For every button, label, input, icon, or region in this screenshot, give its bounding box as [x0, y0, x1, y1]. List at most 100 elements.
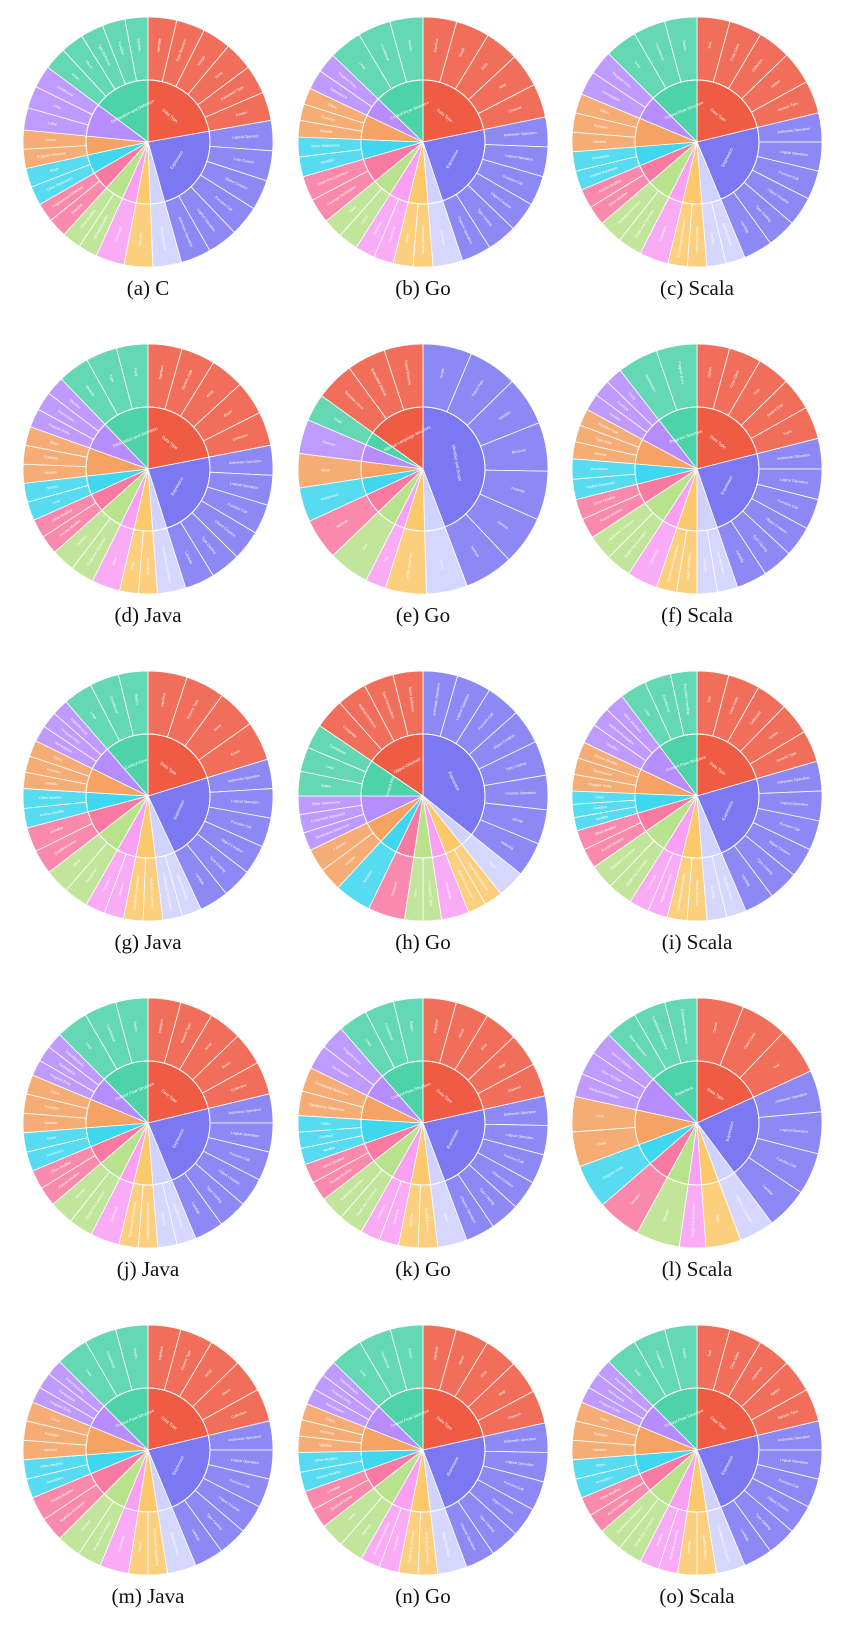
subfigure-caption: (b) Go — [395, 276, 450, 300]
subfigure-caption: (l) Scala — [662, 1257, 733, 1281]
ring-divider — [85, 733, 211, 859]
outer-segment-label: Case Class — [728, 696, 739, 715]
outer-segment-label: Variable — [136, 38, 141, 51]
outer-segment-label: Switch — [47, 485, 58, 491]
outer-segment-label: Lambda — [762, 1184, 774, 1196]
outer-segment-label: Method — [470, 545, 480, 557]
outer-segment-label: Arithmetic Operation — [228, 1435, 261, 1443]
outer-segment-label: Loop — [634, 60, 642, 69]
outer-segment-label: Struct — [458, 47, 465, 57]
ring-divider — [85, 406, 211, 532]
outer-segment-label: Logical Operation — [780, 1128, 808, 1134]
outer-segment-label: Arithmetic Operation — [777, 1435, 810, 1443]
outer-segment-label: Logical Operation — [231, 799, 259, 805]
outer-segment-label: Loop — [89, 711, 97, 720]
outer-segment-label: Comment — [646, 874, 657, 890]
outer-segment-label: Array — [213, 723, 222, 732]
outer-segment-label: Comment — [388, 226, 397, 242]
outer-segment-label: Qualified Name — [172, 1203, 183, 1228]
outer-segment-label: Array — [206, 389, 215, 398]
outer-segment-label: Class — [49, 440, 59, 446]
outer-segment-label: Variable — [595, 815, 608, 822]
outer-segment-label: Other Modifier — [314, 1456, 338, 1462]
outer-segment-label: Arithmetic Operation — [777, 127, 810, 135]
outer-segment-label: Variable — [593, 1448, 606, 1452]
outer-segment-label: Slice — [481, 62, 489, 71]
outer-segment-label: Function Call — [778, 170, 799, 181]
outer-segment-label: Option — [712, 1022, 718, 1033]
ring-divider — [85, 79, 211, 205]
outer-segment-label: Function — [594, 1432, 608, 1438]
outer-segment-label: Multi-line Comment — [424, 1532, 429, 1563]
outer-segment-label: Array — [214, 71, 223, 80]
outer-segment-label: Text — [361, 543, 368, 551]
outer-segment-label: Conditional Compilation — [161, 546, 172, 584]
outer-segment-label: Trait — [707, 42, 712, 50]
outer-segment-label: Loop — [52, 499, 61, 505]
outer-segment-label: Declaration Statement — [309, 1103, 345, 1113]
outer-segment-label: Conditional — [654, 1351, 665, 1369]
outer-segment-label: Other — [138, 1542, 143, 1552]
outer-segment-label: Class — [325, 1417, 335, 1424]
outer-segment-label: Conditional — [661, 694, 671, 713]
outer-segment-label: Other — [72, 858, 82, 868]
outer-segment-label: Type Alias — [595, 437, 612, 446]
outer-segment-label: Loop — [364, 1038, 372, 1047]
sunburst-chart: Identifier Data Structure IntegerArrayPara… — [22, 16, 274, 300]
outer-segment-label: Other — [443, 1213, 449, 1223]
outer-segment-label: Enum — [221, 1388, 231, 1397]
outer-segment-label: Lambda — [184, 551, 193, 564]
outer-segment-label: Expression Statement — [680, 1009, 689, 1044]
subfigure-caption: (a) C — [127, 276, 170, 300]
outer-segment-label: Loop — [643, 708, 651, 717]
outer-segment-label: Qualified Name — [169, 1531, 180, 1556]
outer-segment-label: Loop — [85, 1041, 93, 1050]
outer-segment-label: Generic Type — [777, 101, 798, 112]
outer-segment-label: Inline Assembly — [159, 226, 167, 251]
outer-segment-label: Function Call — [778, 1478, 799, 1489]
outer-segment-label: Identifier — [327, 1485, 342, 1495]
outer-segment-label: Annotation — [146, 558, 150, 575]
outer-segment-label: Function — [593, 805, 607, 811]
ring-divider — [360, 406, 486, 532]
outer-segment-label: Lambda — [740, 1528, 750, 1541]
outer-segment-label: Case Class — [730, 1351, 741, 1370]
outer-segment-label: Function — [47, 767, 61, 774]
outer-segment-label: Variable — [344, 855, 356, 867]
outer-segment-label: Logical Operation — [780, 1458, 808, 1465]
sunburst-chart: Interface Generic Type Array Enum Collection… — [22, 1324, 274, 1608]
outer-segment-label: HTML Comment — [406, 552, 414, 579]
outer-segment-label: Function Call — [229, 1151, 250, 1162]
outer-segment-label: Trait — [707, 696, 712, 704]
outer-segment-label: Loop — [634, 1368, 642, 1377]
outer-segment-label: Function — [321, 115, 335, 122]
outer-segment-label: Function Call — [229, 1478, 250, 1489]
outer-segment-label: Multi-line Comment — [149, 878, 154, 909]
outer-segment-label: Scope — [439, 368, 445, 379]
outer-segment-label: Include — [45, 138, 57, 142]
outer-segment-label: Operator — [361, 1522, 373, 1537]
outer-segment-label: Trait — [753, 388, 760, 396]
outer-segment-label: Loop — [359, 1369, 367, 1378]
outer-segment-label: Function — [44, 455, 58, 461]
outer-segment-label: Loop — [85, 1368, 93, 1377]
outer-segment-label: Function — [45, 1432, 59, 1438]
outer-segment-label: Function — [333, 841, 347, 852]
outer-segment-label: Arithmetic Operation — [777, 776, 810, 785]
outer-segment-label: Access Modifier — [316, 1469, 342, 1480]
outer-segment-label: Integer — [197, 54, 207, 66]
ring-divider — [360, 1387, 486, 1513]
outer-segment-label: Arithmetic Operation — [504, 1437, 537, 1444]
outer-segment-label: Interface — [158, 1019, 164, 1033]
outer-segment-label: Conditional Compilation — [677, 219, 687, 257]
ring-divider — [360, 733, 486, 859]
outer-segment-label: Conditional Compilation — [152, 1528, 159, 1566]
outer-segment-label: Generic Type — [180, 1350, 192, 1371]
outer-segment-label: Class — [599, 109, 609, 116]
outer-segment-label: Identifier — [498, 410, 512, 421]
outer-segment-label: Generic Type — [180, 1023, 192, 1044]
outer-segment-label: Annotation — [444, 881, 452, 899]
outer-segment-label: Access Modifier — [39, 809, 65, 818]
